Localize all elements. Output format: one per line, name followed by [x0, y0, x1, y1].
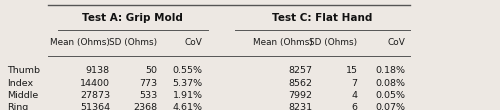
Text: 0.08%: 0.08%	[375, 79, 405, 88]
Text: 773: 773	[140, 79, 158, 88]
Text: 7992: 7992	[288, 91, 312, 100]
Text: 8257: 8257	[288, 66, 312, 75]
Text: Middle: Middle	[8, 91, 39, 100]
Text: 1.91%: 1.91%	[172, 91, 203, 100]
Text: Ring: Ring	[8, 103, 29, 110]
Text: 4: 4	[352, 91, 358, 100]
Text: 0.18%: 0.18%	[375, 66, 405, 75]
Text: 50: 50	[146, 66, 158, 75]
Text: Mean (Ohms): Mean (Ohms)	[50, 38, 110, 47]
Text: 51364: 51364	[80, 103, 110, 110]
Text: 533: 533	[139, 91, 158, 100]
Text: SD (Ohms): SD (Ohms)	[110, 38, 158, 47]
Text: CoV: CoV	[184, 38, 202, 47]
Text: 0.55%: 0.55%	[172, 66, 203, 75]
Text: 0.07%: 0.07%	[375, 103, 405, 110]
Text: 7: 7	[352, 79, 358, 88]
Text: 15: 15	[346, 66, 358, 75]
Text: CoV: CoV	[387, 38, 405, 47]
Text: 6: 6	[352, 103, 358, 110]
Text: 27873: 27873	[80, 91, 110, 100]
Text: 8231: 8231	[288, 103, 312, 110]
Text: 14400: 14400	[80, 79, 110, 88]
Text: Test A: Grip Mold: Test A: Grip Mold	[82, 13, 183, 23]
Text: SD (Ohms): SD (Ohms)	[310, 38, 358, 47]
Text: Thumb: Thumb	[8, 66, 40, 75]
Text: 0.05%: 0.05%	[375, 91, 405, 100]
Text: 4.61%: 4.61%	[172, 103, 203, 110]
Text: Test C: Flat Hand: Test C: Flat Hand	[272, 13, 372, 23]
Text: Mean (Ohms): Mean (Ohms)	[252, 38, 312, 47]
Text: Index: Index	[8, 79, 34, 88]
Text: 8562: 8562	[288, 79, 312, 88]
Text: 2368: 2368	[134, 103, 158, 110]
Text: 9138: 9138	[86, 66, 110, 75]
Text: 5.37%: 5.37%	[172, 79, 203, 88]
